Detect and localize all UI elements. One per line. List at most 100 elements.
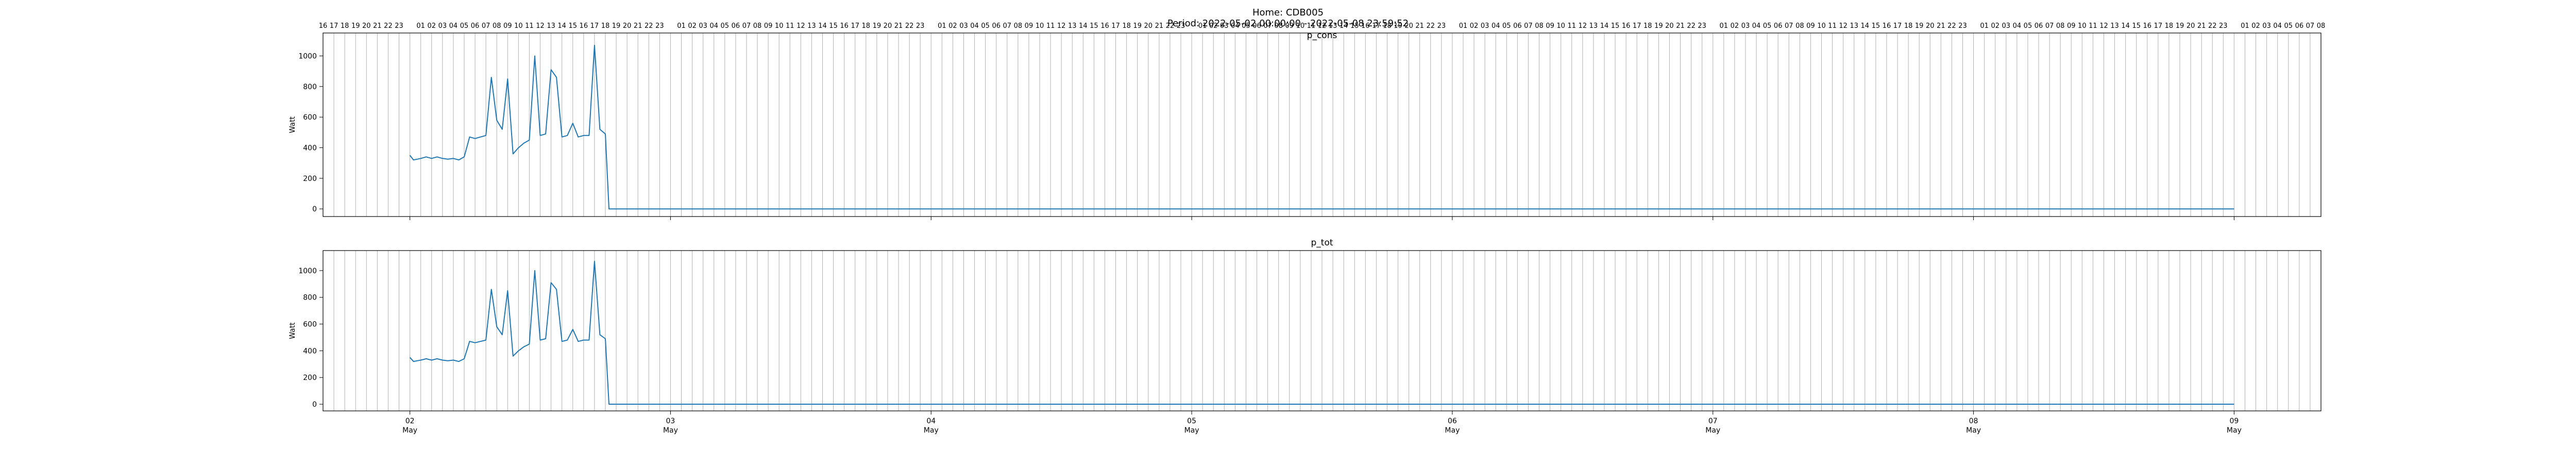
hour-tick-label: 19 xyxy=(2176,22,2184,30)
hour-tick-label: 20 xyxy=(1144,22,1153,30)
hour-tick-label: 21 xyxy=(373,22,382,30)
hour-tick-label: 09 xyxy=(1025,22,1033,30)
hour-tick-label: 04 xyxy=(2013,22,2022,30)
hour-tick-label: 21 xyxy=(2197,22,2206,30)
y-tick-label: 400 xyxy=(303,144,317,153)
hour-tick-label: 10 xyxy=(1817,22,1826,30)
hour-tick-label: 07 xyxy=(2045,22,2054,30)
hour-tick-label: 09 xyxy=(1806,22,1815,30)
hour-tick-label: 20 xyxy=(362,22,371,30)
hour-tick-label: 12 xyxy=(2099,22,2108,30)
hour-tick-label: 11 xyxy=(2089,22,2097,30)
hour-tick-label: 03 xyxy=(2002,22,2011,30)
hour-tick-label: 07 xyxy=(1003,22,1012,30)
hour-tick-label: 11 xyxy=(1307,22,1316,30)
hour-tick-label: 10 xyxy=(1036,22,1044,30)
hour-tick-label: 02 xyxy=(1209,22,1218,30)
hour-tick-label: 06 xyxy=(471,22,480,30)
hour-tick-label: 18 xyxy=(862,22,871,30)
y-tick-label: 1000 xyxy=(298,267,317,275)
x-tick-label-day: 02 xyxy=(405,417,415,425)
x-tick-label-month: May xyxy=(1705,426,1720,435)
y-tick-label: 200 xyxy=(303,374,317,382)
hour-tick-label: 04 xyxy=(709,22,718,30)
hour-tick-label: 03 xyxy=(1481,22,1489,30)
hour-tick-label: 14 xyxy=(1079,22,1088,30)
hour-tick-label: 01 xyxy=(1459,22,1468,30)
y-tick-label: 600 xyxy=(303,321,317,329)
hour-tick-label: 01 xyxy=(1198,22,1207,30)
x-tick-label-day: 05 xyxy=(1187,417,1196,425)
hour-tick-label: 12 xyxy=(1057,22,1066,30)
hour-tick-label: 12 xyxy=(536,22,545,30)
hour-tick-label: 08 xyxy=(1014,22,1023,30)
hour-tick-label: 06 xyxy=(2295,22,2304,30)
hour-tick-label: 15 xyxy=(2132,22,2141,30)
hour-tick-label: 06 xyxy=(732,22,740,30)
hour-tick-label: 14 xyxy=(2121,22,2130,30)
hour-tick-label: 18 xyxy=(2165,22,2174,30)
hour-tick-label: 01 xyxy=(938,22,946,30)
hour-tick-label: 06 xyxy=(992,22,1001,30)
hour-tick-label: 03 xyxy=(699,22,707,30)
axes-frame xyxy=(323,32,2321,217)
hour-tick-label: 10 xyxy=(514,22,523,30)
hour-tick-label: 05 xyxy=(2284,22,2293,30)
figure-title: Home: CDB005 Period: 2022-05-02 00:00:00… xyxy=(0,7,2576,29)
hour-tick-label: 07 xyxy=(1524,22,1533,30)
x-tick-label-month: May xyxy=(924,426,939,435)
x-tick-label-day: 07 xyxy=(1708,417,1718,425)
hour-tick-label: 05 xyxy=(1502,22,1511,30)
hour-tick-label: 19 xyxy=(612,22,621,30)
hour-tick-label: 15 xyxy=(829,22,838,30)
hour-tick-label: 12 xyxy=(1839,22,1848,30)
hour-tick-label: 10 xyxy=(775,22,784,30)
hour-tick-label: 05 xyxy=(2024,22,2032,30)
hour-tick-label: 04 xyxy=(1231,22,1240,30)
hour-tick-label: 15 xyxy=(568,22,577,30)
hour-tick-label: 01 xyxy=(416,22,425,30)
hour-tick-label: 18 xyxy=(1122,22,1131,30)
figure-title-period: Period: 2022-05-02 00:00:00 - 2022-05-08… xyxy=(1167,18,1409,29)
hour-tick-label: 14 xyxy=(818,22,827,30)
hour-tick-label: 09 xyxy=(1285,22,1294,30)
hour-tick-label: 02 xyxy=(688,22,697,30)
hour-tick-label: 13 xyxy=(1589,22,1598,30)
hour-tick-label: 16 xyxy=(580,22,588,30)
hour-tick-label: 17 xyxy=(1893,22,1902,30)
hour-tick-label: 22 xyxy=(2208,22,2217,30)
hour-tick-label: 14 xyxy=(1861,22,1870,30)
x-tick-label-month: May xyxy=(663,426,678,435)
y-tick-label: 800 xyxy=(303,294,317,302)
x-tick-label-day: 06 xyxy=(1448,417,1457,425)
hour-tick-label: 03 xyxy=(438,22,447,30)
y-axis-label: Watt xyxy=(289,116,297,133)
x-tick-label-month: May xyxy=(1966,426,1981,435)
hour-tick-label: 23 xyxy=(916,22,925,30)
hour-tick-label: 06 xyxy=(2035,22,2043,30)
hour-tick-label: 02 xyxy=(1731,22,1739,30)
hour-tick-label: 21 xyxy=(1155,22,1164,30)
hour-tick-label: 21 xyxy=(634,22,642,30)
hour-tick-label: 20 xyxy=(1926,22,1935,30)
hour-tick-label: 21 xyxy=(1415,22,1424,30)
hour-tick-label: 02 xyxy=(1470,22,1479,30)
hour-tick-label: 07 xyxy=(2306,22,2315,30)
hour-tick-label: 16 xyxy=(2143,22,2152,30)
hour-tick-label: 01 xyxy=(2241,22,2249,30)
hour-tick-label: 18 xyxy=(601,22,610,30)
hour-tick-label: 16 xyxy=(1883,22,1891,30)
x-tick-label-month: May xyxy=(402,426,417,435)
panel-title: p_tot xyxy=(1311,238,1333,248)
hour-tick-label: 08 xyxy=(1274,22,1283,30)
hour-tick-label: 17 xyxy=(1372,22,1381,30)
hour-tick-label: 19 xyxy=(1133,22,1142,30)
y-tick-label: 400 xyxy=(303,347,317,355)
hour-tick-label: 14 xyxy=(1340,22,1348,30)
hour-tick-label: 05 xyxy=(460,22,469,30)
hour-tick-label: 22 xyxy=(1166,22,1175,30)
hour-tick-label: 07 xyxy=(742,22,751,30)
hour-tick-label: 04 xyxy=(1492,22,1500,30)
hour-tick-label: 08 xyxy=(1795,22,1804,30)
hour-tick-label: 23 xyxy=(655,22,664,30)
